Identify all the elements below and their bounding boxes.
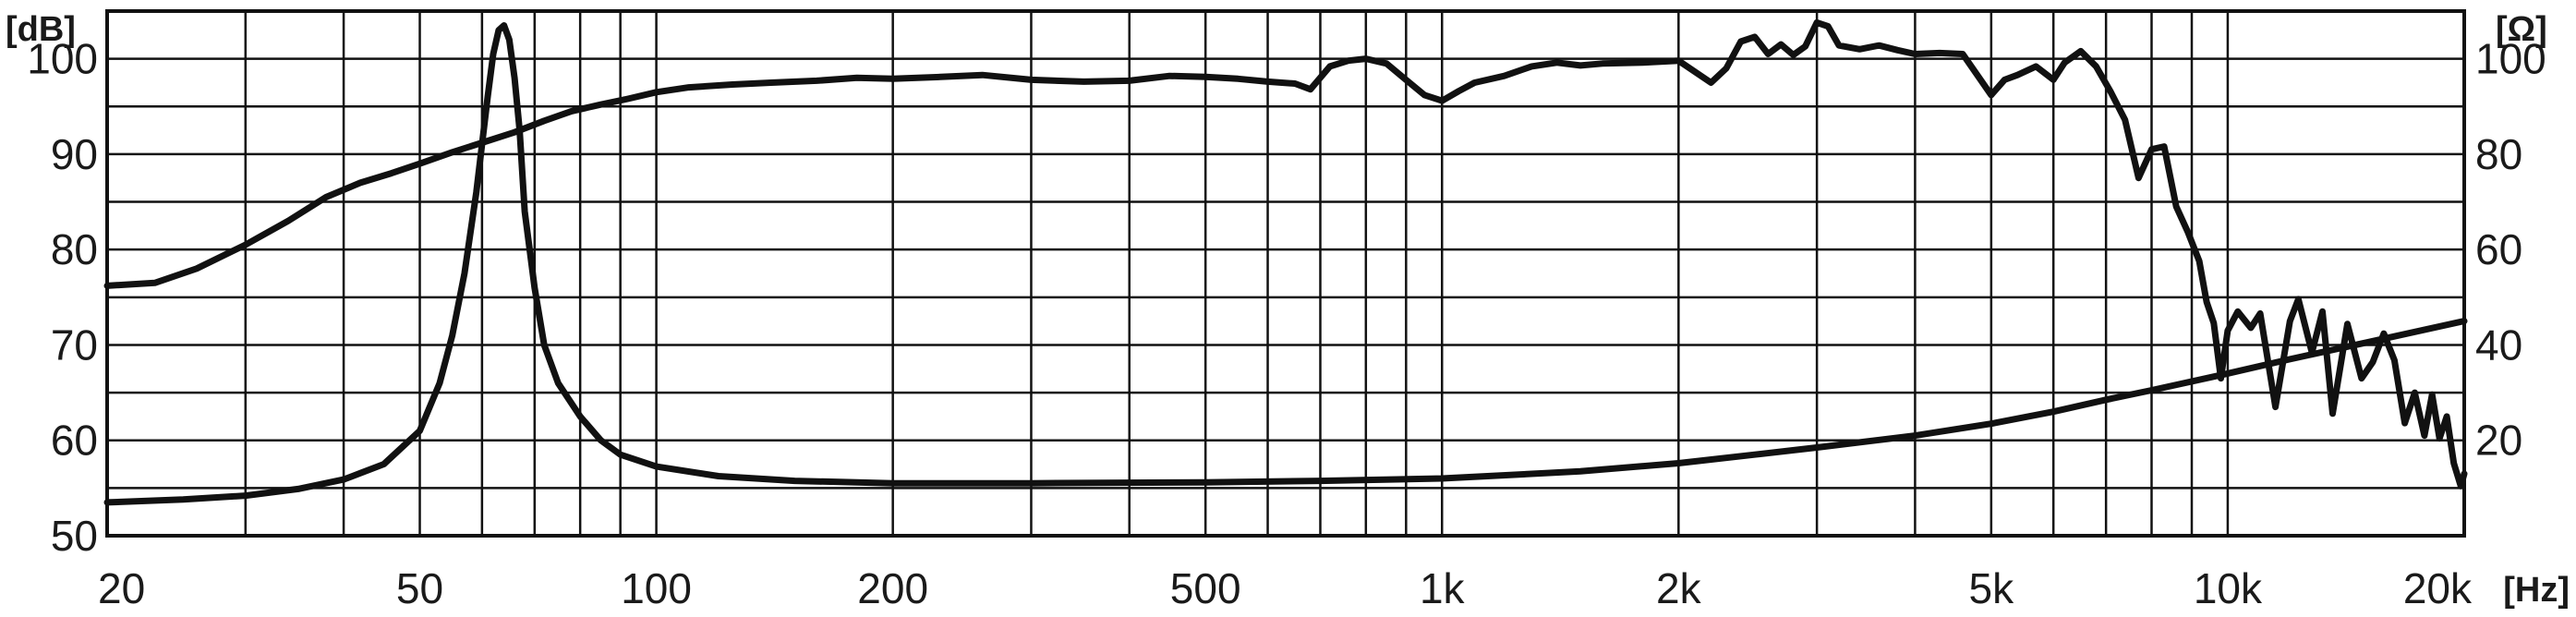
y-left-tick-label: 60 [51, 417, 98, 465]
y-right-tick-label: 20 [2475, 417, 2522, 465]
y-right-tick-label: 80 [2475, 130, 2522, 178]
y-left-unit-label: [dB] [6, 10, 76, 49]
x-tick-label: 20 [98, 564, 145, 612]
y-right-tick-label: 60 [2475, 225, 2522, 273]
x-tick-label: 100 [621, 564, 692, 612]
y-right-unit-label: [Ω] [2496, 10, 2547, 49]
x-tick-label: 500 [1170, 564, 1241, 612]
x-unit-label: [Hz] [2503, 571, 2570, 610]
plot-frame [105, 9, 2466, 538]
spl-response-curve [103, 18, 2468, 490]
y-left-tick-label: 70 [51, 321, 98, 369]
y-left-tick-label: 90 [51, 130, 98, 178]
x-tick-label: 20k [2403, 564, 2473, 612]
y-right-tick-label: 40 [2475, 321, 2522, 369]
impedance-curve [103, 22, 2468, 506]
x-tick-label: 200 [857, 564, 928, 612]
x-tick-label: 5k [1969, 564, 2015, 612]
y-left-tick-label: 100 [27, 35, 98, 83]
x-tick-label: 10k [2194, 564, 2263, 612]
x-tick-label: 1k [1420, 564, 1466, 612]
x-tick-label: 2k [1656, 564, 1702, 612]
x-tick-label: 50 [396, 564, 443, 612]
y-right-tick-label: 100 [2475, 35, 2546, 83]
y-left-tick-label: 80 [51, 225, 98, 273]
y-left-tick-label: 50 [51, 512, 98, 560]
